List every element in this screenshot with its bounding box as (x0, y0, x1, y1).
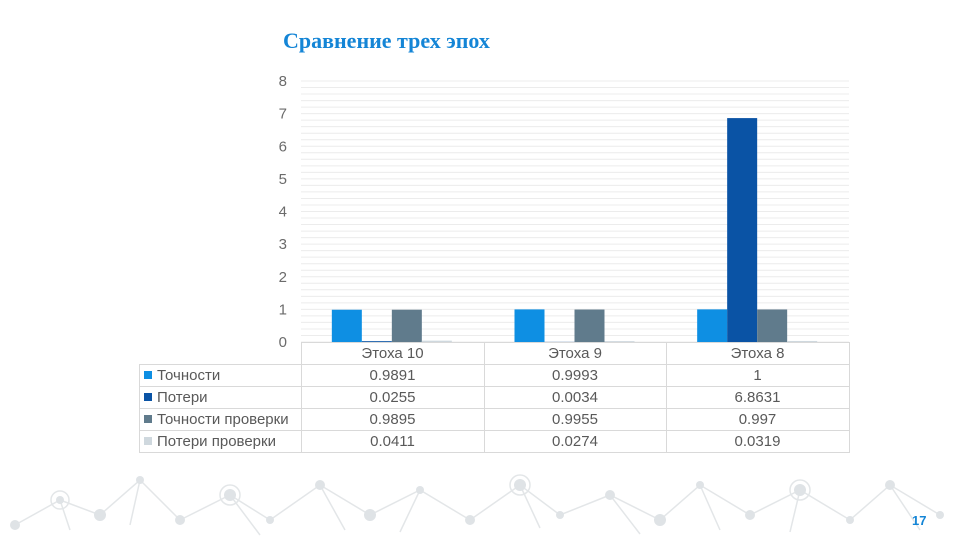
y-tick-label: 4 (279, 204, 287, 221)
y-tick-label: 8 (279, 73, 287, 90)
bar (787, 340, 818, 342)
y-tick-label: 1 (279, 301, 287, 318)
legend-label: Потери (157, 389, 208, 406)
legend-swatch (144, 393, 152, 401)
legend-label: Потери проверки (157, 433, 276, 450)
bar (574, 309, 605, 342)
bar (697, 309, 728, 342)
bar (331, 309, 362, 342)
table-cell: 0.9895 (300, 408, 485, 431)
y-tick-label: 6 (279, 138, 287, 155)
table-cell: 0.0034 (483, 386, 667, 409)
table-cell: 0.9955 (483, 408, 667, 431)
y-tick-label: 7 (279, 106, 287, 123)
table-cell: 0.0274 (483, 430, 667, 453)
legend-label: Точности (157, 367, 221, 384)
legend-entry: Потери проверки (139, 430, 302, 453)
data-table: Этоха 10 Этоха 9 Этоха 8 Точности 0.9891… (139, 342, 850, 453)
legend-entry: Потери (139, 386, 302, 409)
bar (361, 341, 392, 342)
network-decoration (10, 474, 944, 536)
legend-swatch (144, 371, 152, 379)
bar (514, 309, 545, 342)
table-cell: 0.0319 (665, 430, 850, 453)
slide-title: Сравнение трех эпох (283, 28, 490, 53)
table-cell: 0.0255 (300, 386, 485, 409)
table-cell: 6.8631 (665, 386, 850, 409)
y-tick-label: 3 (279, 236, 287, 253)
table-corner (139, 342, 302, 365)
bar (421, 340, 452, 342)
table-cell: 0.9993 (483, 364, 667, 387)
table-cell: 0.9891 (300, 364, 485, 387)
table-row: Потери проверки 0.0411 0.0274 0.0319 (139, 430, 850, 453)
bar (727, 118, 758, 342)
table-row: Точности проверки 0.9895 0.9955 0.997 (139, 408, 850, 431)
table-row: Потери 0.0255 0.0034 6.8631 (139, 386, 850, 409)
y-tick-label: 5 (279, 171, 287, 188)
chart-grid (301, 80, 849, 343)
page-number: 17 (912, 513, 927, 528)
bar (757, 309, 788, 342)
bar (391, 309, 422, 342)
table-cell: 0.0411 (300, 430, 485, 453)
legend-label: Точности проверки (157, 411, 289, 428)
chart-bars (331, 118, 818, 342)
table-col-header: Этоха 8 (665, 342, 850, 365)
legend-swatch (144, 415, 152, 423)
table-col-header: Этоха 9 (483, 342, 667, 365)
table-col-header: Этоха 10 (300, 342, 485, 365)
legend-entry: Точности (139, 364, 302, 387)
table-cell: 0.997 (665, 408, 850, 431)
table-header-row: Этоха 10 Этоха 9 Этоха 8 (139, 342, 850, 365)
bar (604, 341, 635, 342)
table-row: Точности 0.9891 0.9993 1 (139, 364, 850, 387)
legend-swatch (144, 437, 152, 445)
legend-entry: Точности проверки (139, 408, 302, 431)
table-cell: 1 (665, 364, 850, 387)
y-tick-label: 2 (279, 269, 287, 286)
